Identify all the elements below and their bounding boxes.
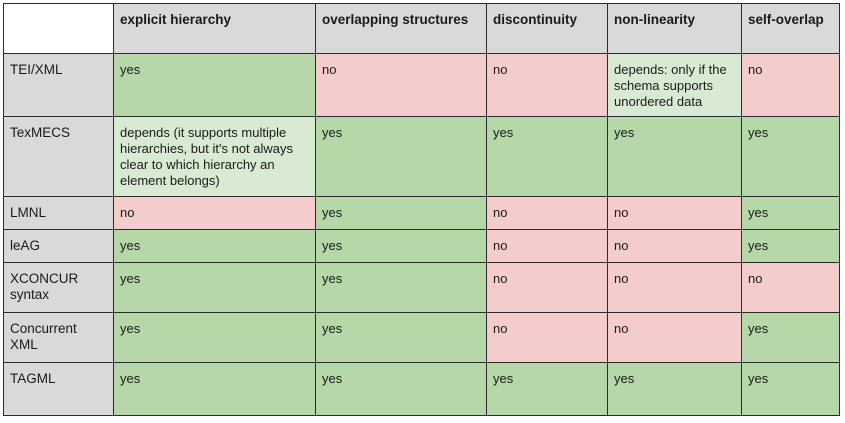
table-cell: yes [607,116,742,197]
table-cell: no [607,196,742,230]
row-header: TAGML [3,362,114,416]
column-header: overlapping structures [315,3,487,54]
table-cell: yes [741,196,840,230]
table-cell: yes [315,229,487,263]
table-row: Concurrent XML yes yes no no yes [3,312,840,363]
header-row: explicit hierarchy overlapping structure… [3,3,840,54]
table-cell: yes [315,362,487,416]
table-cell: no [607,312,742,363]
column-header: self-overlap [741,3,840,54]
table-row: TAGML yes yes yes yes yes [3,362,840,416]
table-cell: yes [741,229,840,263]
table-row: LMNL no yes no no yes [3,196,840,230]
table-cell: yes [113,53,316,117]
row-header: XCONCUR syntax [3,262,114,313]
table-cell: yes [741,116,840,197]
table-cell: yes [486,362,608,416]
table-row: TEI/XML yes no no depends: only if the s… [3,53,840,117]
table-cell: yes [741,362,840,416]
column-header: non-linearity [607,3,742,54]
table-cell: depends (it supports multiple hierarchie… [113,116,316,197]
table-cell: yes [113,362,316,416]
table-cell: no [486,229,608,263]
table-cell: no [486,312,608,363]
row-header: TexMECS [3,116,114,197]
row-header: Concurrent XML [3,312,114,363]
table-cell: yes [113,312,316,363]
table-cell: no [113,196,316,230]
table-cell: yes [486,116,608,197]
comparison-table: explicit hierarchy overlapping structure… [3,3,840,416]
table-cell: depends: only if the schema supports uno… [607,53,742,117]
table-cell: no [607,229,742,263]
table-cell: no [741,53,840,117]
row-header: TEI/XML [3,53,114,117]
column-header: discontinuity [486,3,608,54]
table-cell: yes [741,312,840,363]
table-cell: yes [315,312,487,363]
table-row: leAG yes yes no no yes [3,229,840,263]
row-header: leAG [3,229,114,263]
table-cell: no [486,53,608,117]
table-row: XCONCUR syntax yes yes no no no [3,262,840,313]
table-cell: no [741,262,840,313]
table-cell: yes [607,362,742,416]
corner-cell [3,3,114,54]
column-header: explicit hierarchy [113,3,316,54]
table-row: TexMECS depends (it supports multiple hi… [3,116,840,197]
table-cell: no [315,53,487,117]
table-cell: yes [113,229,316,263]
row-header: LMNL [3,196,114,230]
table-cell: no [486,262,608,313]
table-cell: yes [315,196,487,230]
table-cell: no [607,262,742,313]
table-cell: yes [113,262,316,313]
table-cell: no [486,196,608,230]
table-cell: yes [315,116,487,197]
table-cell: yes [315,262,487,313]
